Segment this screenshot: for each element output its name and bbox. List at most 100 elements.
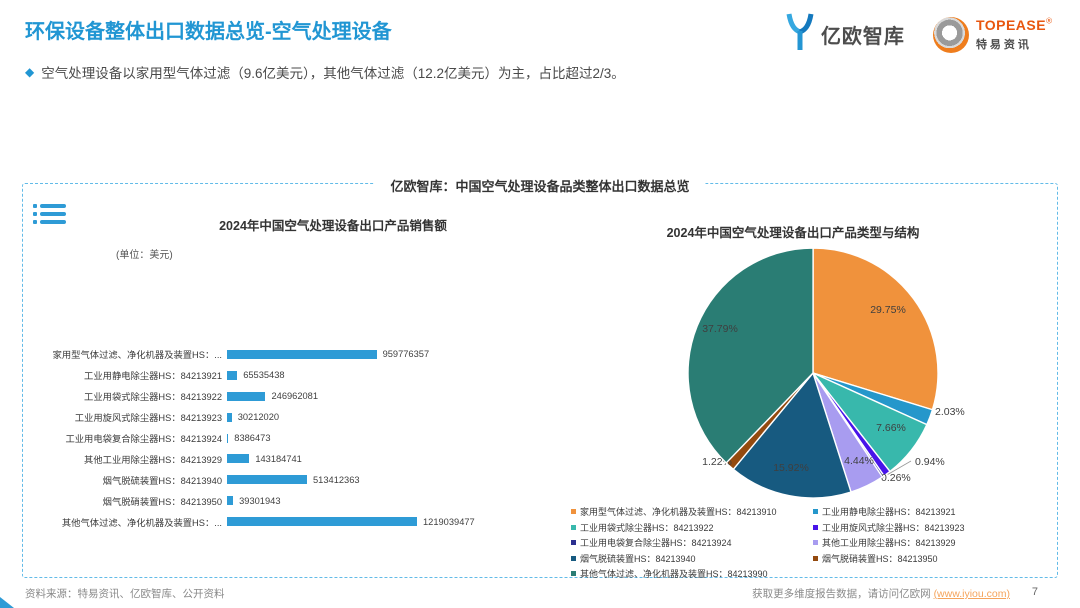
pie-percentage-label: 2.03%: [935, 406, 965, 418]
bar-row: 烟气脱硝装置HS：84213950 39301943: [31, 490, 536, 511]
bar-category-label: 工业用袋式除尘器HS：84213922: [84, 392, 222, 403]
bar-chart: 家用型气体过滤、净化机器及装置HS：... 959776357 工业用静电除尘器HS…: [31, 344, 536, 532]
legend-color-marker: [571, 540, 576, 545]
bar-category-label: 烟气脱硝装置HS：84213950: [102, 496, 222, 507]
bar-chart-unit: (单位：美元): [116, 250, 173, 261]
legend-item: 烟气脱硝装置HS：84213950: [813, 552, 1051, 565]
bar: [227, 433, 229, 443]
pie-slice: [812, 247, 939, 411]
key-finding: ◆ 空气处理设备以家用型气体过滤（9.6亿美元），其他气体过滤（12.2亿美元）…: [25, 62, 625, 82]
bar: [227, 412, 232, 422]
bar: [227, 517, 417, 527]
pie-percentage-label: 15.92%: [773, 462, 809, 474]
pie-slice: [732, 372, 852, 499]
chart-panel: 亿欧智库：中国空气处理设备品类整体出口数据总览 2024年中国空气处理设备出口产…: [22, 176, 1058, 580]
bar-row: 其他工业用除尘器HS：84213929 143184741: [31, 448, 536, 469]
eo-logo-text: 亿欧智库: [820, 26, 905, 48]
bar-chart-title: 2024年中国空气处理设备出口产品销售额: [219, 219, 447, 233]
legend-label: 工业用静电除尘器HS：84213921: [822, 507, 956, 517]
eo-intelligence-logo: 亿欧智库: [785, 12, 905, 57]
bar-row: 家用型气体过滤、净化机器及装置HS：... 959776357: [31, 344, 536, 365]
legend-color-marker: [813, 555, 818, 561]
source-note: 资料来源：特易资讯、亿欧智库、公开资料: [25, 588, 225, 600]
legend-item: 其他气体过滤、净化机器及装置HS：84213990: [571, 567, 813, 580]
page-title: 环保设备整体出口数据总览-空气处理设备: [25, 21, 392, 43]
legend-color-marker: [813, 540, 818, 545]
bar-row: 工业用电袋复合除尘器HS：84213924 8386473: [31, 428, 536, 449]
bar: [227, 454, 250, 464]
bar-category-label: 工业用静电除尘器HS：84213921: [84, 371, 222, 382]
legend-label: 其他气体过滤、净化机器及装置HS：84213990: [580, 569, 768, 579]
footer-promo: 获取更多维度报告数据，请访问亿欧网 (www.iyiou.com): [752, 586, 1010, 601]
pie-chart: 29.75%2.03%7.66%0.94%0.26%4.44%15.92%1.2…: [687, 247, 965, 499]
legend-label: 其他工业用除尘器HS：84213929: [822, 538, 956, 548]
bar: [227, 496, 234, 506]
pie-percentage-label: 0.94%: [915, 456, 945, 468]
legend-color-marker: [571, 571, 576, 576]
legend-color-marker: [571, 509, 576, 514]
panel-title: 亿欧智库：中国空气处理设备品类整体出口数据总览: [374, 176, 706, 195]
bar-row: 烟气脱硫装置HS：84213940 513412363: [31, 469, 536, 490]
legend-item: 家用型气体过滤、净化机器及装置HS：84213910: [571, 505, 813, 518]
key-finding-text: 空气处理设备以家用型气体过滤（9.6亿美元），其他气体过滤（12.2亿美元）为主…: [41, 66, 625, 81]
bar-row: 工业用静电除尘器HS：84213921 65535438: [31, 365, 536, 386]
legend-label: 工业用电袋复合除尘器HS：84213924: [580, 538, 732, 548]
bar: [227, 475, 308, 485]
bar-row: 工业用袋式除尘器HS：84213922 246962081: [31, 386, 536, 407]
bar-category-label: 烟气脱硫装置HS：84213940: [102, 475, 222, 486]
bar-value-label: 513412363: [313, 474, 360, 485]
bar-value-label: 1219039477: [423, 516, 475, 527]
legend-item: 工业用静电除尘器HS：84213921: [813, 505, 1051, 518]
diamond-bullet-icon: ◆: [25, 65, 35, 79]
topease-name: TOPEASE: [975, 16, 1047, 33]
eo-logo-icon: [785, 12, 815, 57]
bar-value-label: 65535438: [243, 370, 285, 381]
pie-percentage-label: 0.26%: [881, 472, 911, 484]
bar-category-label: 其他工业用除尘器HS：84213929: [84, 454, 222, 465]
legend-label: 工业用袋式除尘器HS：84213922: [580, 522, 714, 533]
registered-mark: ®: [1046, 16, 1052, 26]
bar-category-label: 家用型气体过滤、净化机器及装置HS：...: [52, 350, 222, 361]
bar-value-label: 8386473: [234, 433, 271, 443]
topease-logo: TOPEASE® 特易资讯: [932, 16, 1052, 53]
pie-percentage-label: 29.75%: [870, 304, 906, 316]
pie-legend: 家用型气体过滤、净化机器及装置HS：84213910 工业用静电除尘器HS：842…: [571, 505, 1051, 580]
legend-label: 烟气脱硝装置HS：84213950: [822, 553, 938, 564]
pie-percentage-label: 7.66%: [876, 422, 906, 434]
iyiou-link[interactable]: (www.iyiou.com): [933, 588, 1010, 600]
legend-color-marker: [813, 524, 818, 530]
legend-item: 工业用电袋复合除尘器HS：84213924: [571, 536, 813, 549]
legend-label: 工业用旋风式除尘器HS：84213923: [822, 522, 965, 533]
bar-value-label: 30212020: [237, 412, 280, 423]
legend-color-marker: [813, 509, 818, 514]
bar: [227, 349, 377, 359]
corner-decoration: [0, 597, 14, 608]
legend-color-marker: [571, 555, 576, 561]
legend-item: 工业用袋式除尘器HS：84213922: [571, 521, 813, 534]
bar-category-label: 工业用电袋复合除尘器HS：84213924: [65, 434, 222, 444]
list-icon: [33, 204, 66, 224]
bar-category-label: 其他气体过滤、净化机器及装置HS：...: [61, 517, 222, 528]
pie-percentage-label: 37.79%: [702, 323, 738, 335]
header-logos: 亿欧智库 TOPEASE® 特易资讯: [785, 12, 1052, 57]
legend-item: 工业用旋风式除尘器HS：84213923: [813, 521, 1051, 534]
pie-slice: [687, 247, 814, 464]
legend-color-marker: [571, 524, 576, 530]
pie-label-leader: [887, 460, 912, 475]
footer-promo-text: 获取更多维度报告数据，请访问亿欧网: [752, 588, 931, 600]
bar-value-label: 246962081: [271, 391, 319, 402]
bar-row: 工业用旋风式除尘器HS：84213923 30212020: [31, 407, 536, 428]
pie-chart-title: 2024年中国空气处理设备出口产品类型与结构: [666, 226, 920, 240]
topease-subtitle: 特易资讯: [975, 38, 1032, 51]
bar-category-label: 工业用旋风式除尘器HS：84213923: [74, 413, 222, 424]
bar-value-label: 39301943: [239, 495, 281, 506]
bar: [227, 391, 266, 401]
bar-row: 其他气体过滤、净化机器及装置HS：... 1219039477: [31, 511, 536, 532]
legend-label: 家用型气体过滤、净化机器及装置HS：84213910: [580, 507, 777, 517]
legend-item: 烟气脱硫装置HS：84213940: [571, 552, 813, 565]
legend-item: 其他工业用除尘器HS：84213929: [813, 536, 1051, 549]
pie-percentage-label: 4.44%: [844, 455, 874, 467]
page-number: 7: [1031, 586, 1038, 598]
topease-circle-icon: [932, 16, 969, 53]
